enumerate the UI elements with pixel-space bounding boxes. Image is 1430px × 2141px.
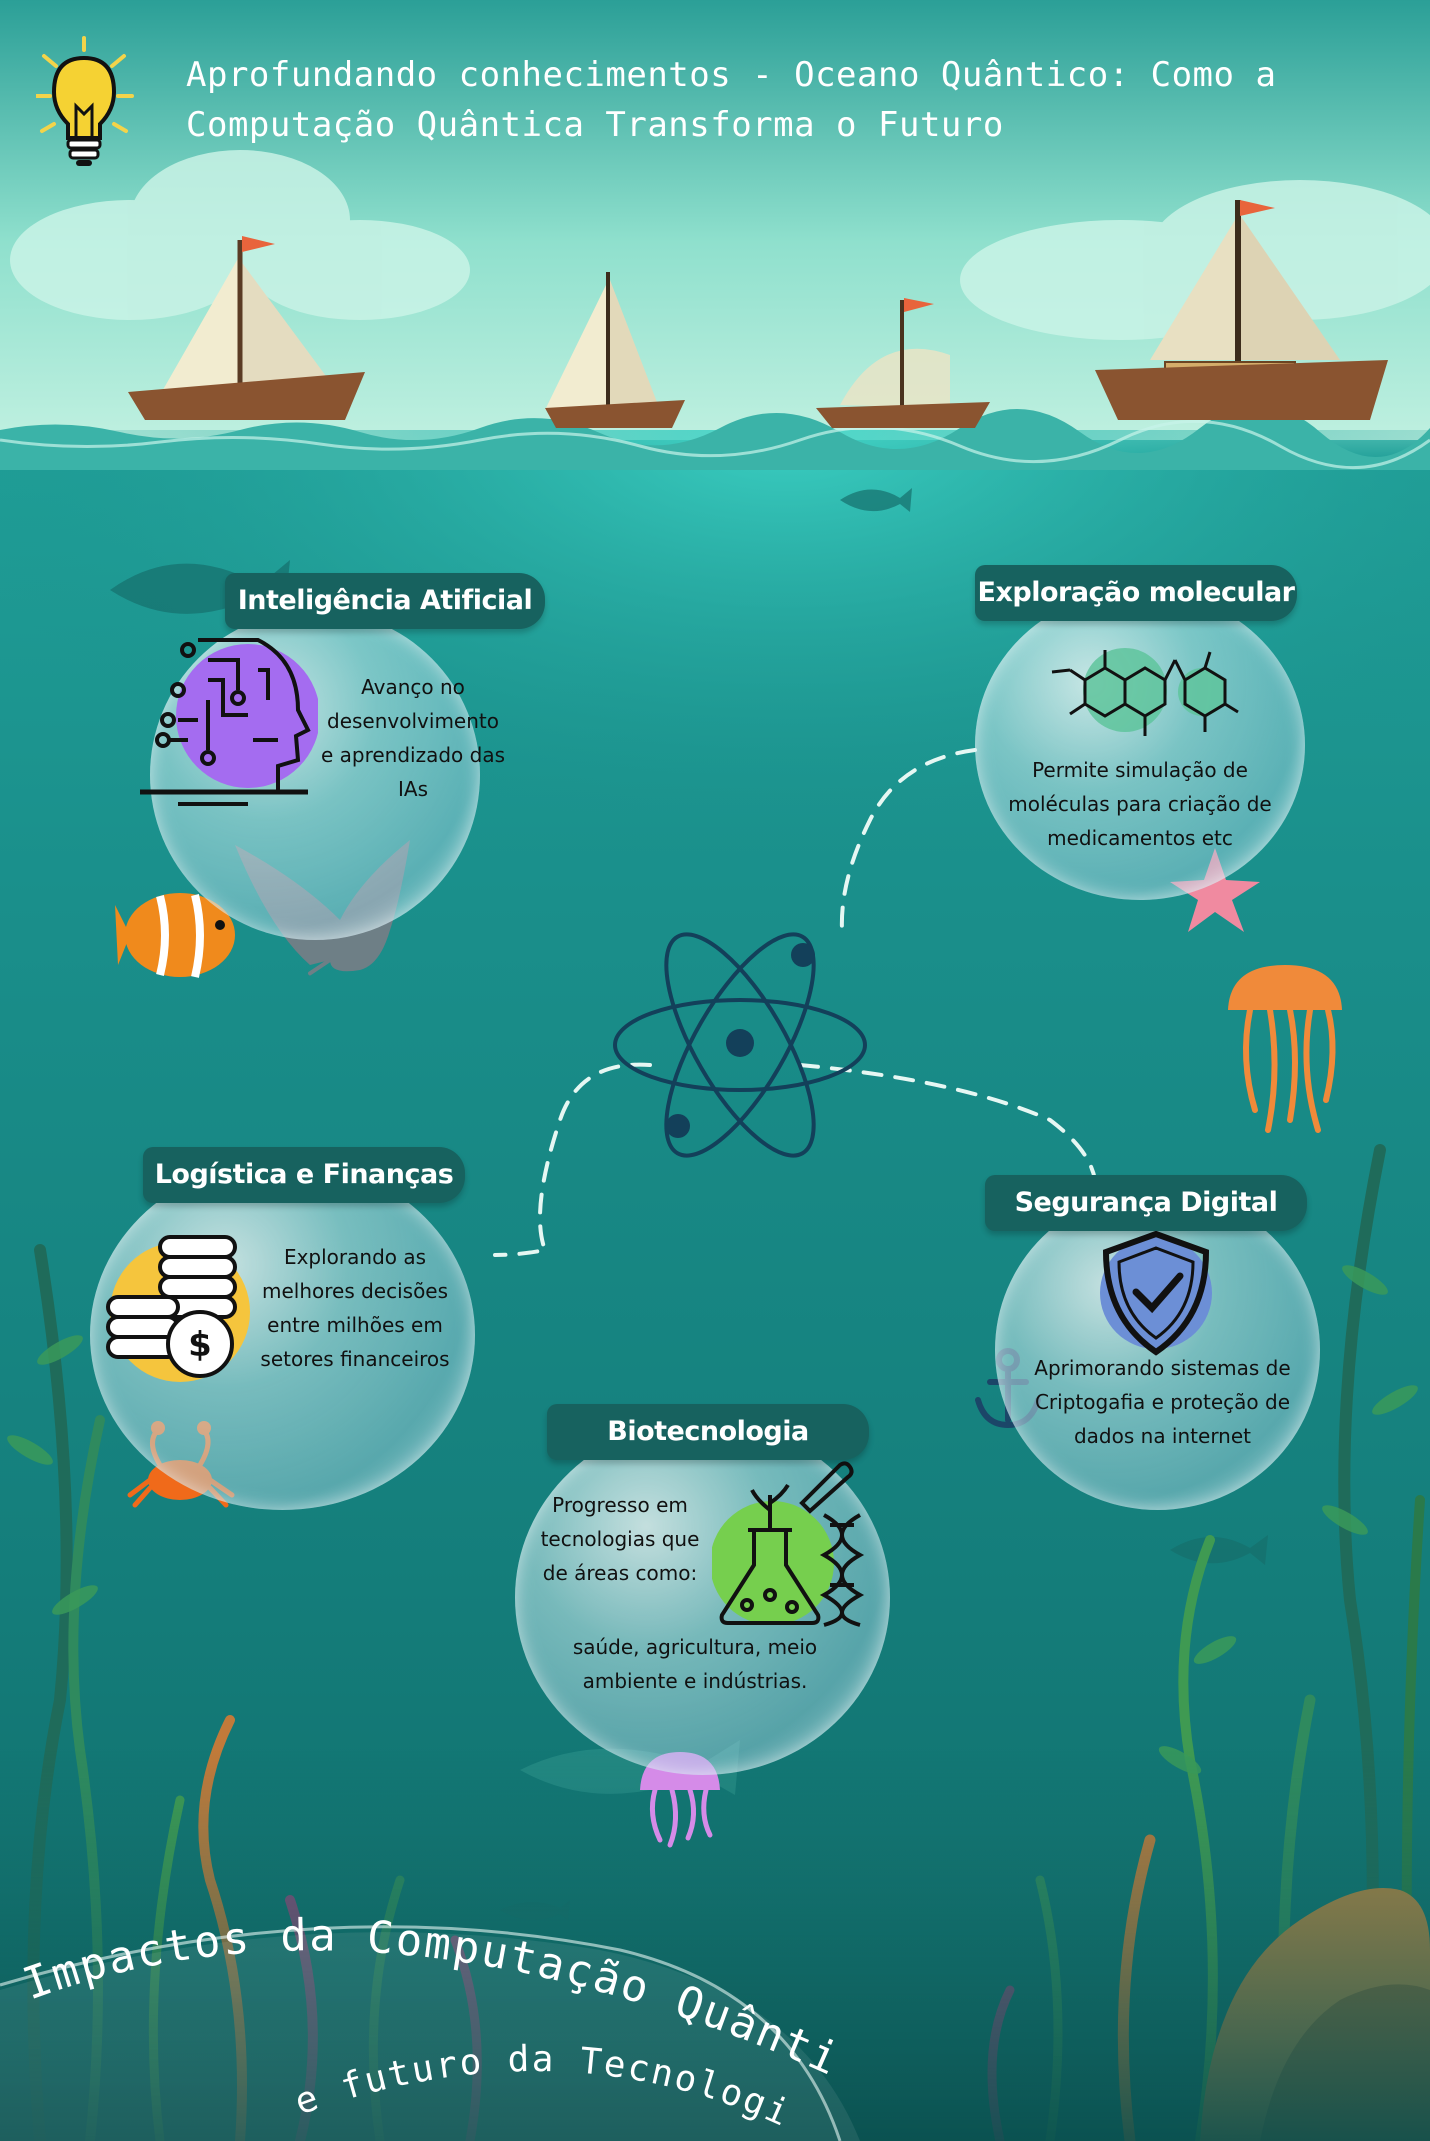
molecular-heading: Exploração molecular	[975, 565, 1297, 621]
boat-3	[816, 298, 990, 428]
page-title: Aprofundando conhecimentos - Oceano Quân…	[186, 55, 1277, 145]
logistics-text: Explorando as melhores decisões entre mi…	[260, 1245, 450, 1371]
logistics-heading: Logística e Finanças	[143, 1147, 465, 1203]
ai-head-icon	[140, 638, 318, 806]
clouds	[10, 150, 1430, 340]
svg-text:Impactos da Computação Quântic: Impactos da Computação Quântica	[0, 0, 848, 2086]
footer-line-1: Impactos da Computação Quântica	[0, 0, 848, 2086]
security-heading: Segurança Digital	[985, 1175, 1307, 1231]
boat-2	[545, 272, 685, 428]
svg-text:e futuro da Tecnologia: e futuro da Tecnologia	[0, 0, 797, 2135]
molecular-bubble	[975, 590, 1305, 900]
ai-heading: Inteligência Atificial	[225, 573, 545, 629]
ai-text: Avanço no desenvolvimento e aprendizado …	[320, 675, 506, 801]
dashed-connectors	[493, 748, 1097, 1257]
molecule-icon	[1051, 648, 1239, 736]
boat-1	[128, 236, 365, 420]
svg-text:$: $	[188, 1325, 212, 1365]
shield-check-icon	[1100, 1230, 1212, 1356]
lab-flask-icon	[712, 1461, 865, 1627]
lightbulb-icon	[36, 36, 134, 166]
biotech-heading: Biotecnologia	[547, 1404, 869, 1460]
footer-line-2: e futuro da Tecnologia	[0, 0, 797, 2135]
jellyfish-orange-icon	[1228, 965, 1342, 1133]
biotech-text: Progresso em tecnologias que de áreas co…	[540, 1493, 700, 1585]
boat-4	[1095, 200, 1388, 420]
clownfish-icon	[115, 893, 235, 978]
biotech-text-2: saúde, agricultura, meio ambiente e indú…	[572, 1635, 818, 1693]
coins-icon: $	[106, 1235, 250, 1382]
security-text: Aprimorando sistemas de Criptogafia e pr…	[1034, 1356, 1291, 1448]
water-surface	[0, 404, 1430, 470]
molecular-text: Permite simulação de moléculas para cria…	[1008, 758, 1272, 850]
atom-icon	[613, 932, 867, 1158]
starfish-icon	[1170, 848, 1260, 932]
